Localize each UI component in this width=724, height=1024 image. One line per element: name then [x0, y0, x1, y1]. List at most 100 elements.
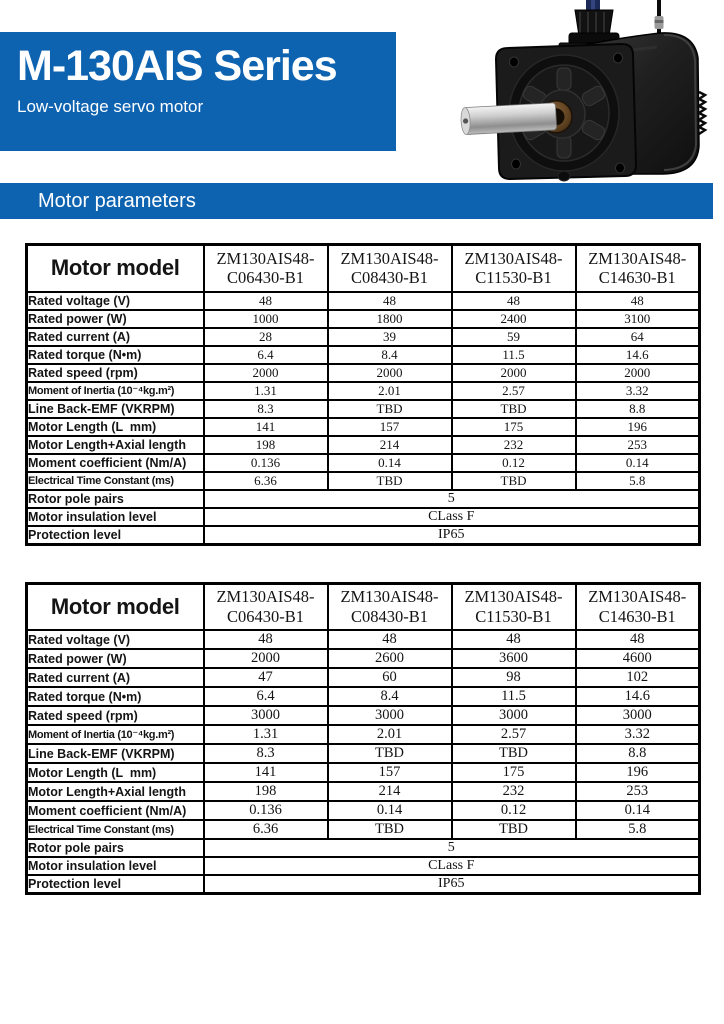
param-value-cell: 0.12 [450, 452, 577, 473]
param-value-cell: 2.01 [326, 380, 453, 401]
param-value-cell: 102 [574, 667, 701, 688]
model-name-cell: ZM130AIS48- C14630-B1 [574, 582, 701, 631]
param-label-cell: Motor Length+Axial length [25, 434, 205, 455]
section-title: Motor parameters [38, 189, 196, 212]
param-value-cell: TBD [450, 819, 577, 840]
param-value-cell: 59 [450, 326, 577, 347]
param-value-cell: 157 [326, 762, 453, 783]
spec-row: Rated current (A) 47 60 98 102 [25, 667, 701, 688]
param-value-cell: 175 [450, 416, 577, 437]
param-value-cell: 3100 [574, 308, 701, 329]
param-value-cell: 0.136 [202, 800, 329, 821]
output-shaft [460, 100, 573, 135]
param-label-cell: Rated voltage (V) [25, 290, 205, 311]
param-value-cell: 14.6 [574, 344, 701, 365]
model-name-cell: ZM130AIS48- C11530-B1 [450, 243, 577, 293]
param-value-cell: 48 [202, 629, 329, 650]
param-label-cell: Protection level [25, 524, 205, 545]
param-value-cell: 3000 [574, 705, 701, 726]
param-value-cell: 0.14 [326, 452, 453, 473]
param-value-cell: 0.136 [202, 452, 329, 473]
param-value-cell: 198 [202, 781, 329, 802]
param-value-cell: 3600 [450, 648, 577, 669]
param-value-cell: 11.5 [450, 344, 577, 365]
param-value-cell: 0.14 [326, 800, 453, 821]
param-label-cell: Moment of Inertia (10⁻⁴kg.m²) [25, 724, 205, 745]
model-header-row: Motor model ZM130AIS48- C06430-B1 ZM130AIS… [25, 582, 701, 631]
param-value-cell: 1000 [202, 308, 329, 329]
param-label-cell: Rated torque (N•m) [25, 686, 205, 707]
param-value-cell: 48 [202, 290, 329, 311]
param-label-cell: Rotor pole pairs [25, 488, 205, 509]
spec-row: Rated power (W) 2000 2600 3600 4600 [25, 648, 701, 669]
page-title: M-130AIS Series [17, 42, 338, 90]
param-value-cell: 48 [326, 629, 453, 650]
spec-row: Line Back-EMF (VKRPM) 8.3 TBD TBD 8.8 [25, 398, 701, 419]
param-value-cell: 60 [326, 667, 453, 688]
spec-span-row: Protection level IP65 [25, 524, 701, 545]
param-span-value-cell: CLass F [202, 856, 701, 876]
param-label-cell: Rotor pole pairs [25, 838, 205, 858]
spec-row: Rated voltage (V) 48 48 48 48 [25, 290, 701, 311]
param-label-cell: Motor Length+Axial length [25, 781, 205, 802]
param-value-cell: 8.8 [574, 398, 701, 419]
param-span-value-cell: IP65 [202, 524, 701, 545]
spec-row: Rated torque (N•m) 6.4 8.4 11.5 14.6 [25, 686, 701, 707]
spec-row: Rated torque (N•m) 6.4 8.4 11.5 14.6 [25, 344, 701, 365]
param-value-cell: 253 [574, 434, 701, 455]
param-value-cell: 11.5 [450, 686, 577, 707]
param-value-cell: 141 [202, 762, 329, 783]
spec-row: Motor Length+Axial length 198 214 232 253 [25, 434, 701, 455]
spec-row: Motor Length (L mm) 141 157 175 196 [25, 762, 701, 783]
param-value-cell: 48 [450, 629, 577, 650]
model-header-row: Motor model ZM130AIS48- C06430-B1 ZM130AIS… [25, 243, 701, 293]
spec-row: Motor Length (L mm) 141 157 175 196 [25, 416, 701, 437]
spec-row: Moment coefficient (Nm/A) 0.136 0.14 0.12 0.… [25, 800, 701, 821]
servo-motor-illustration [460, 0, 708, 182]
model-name-cell: ZM130AIS48- C06430-B1 [202, 243, 329, 293]
param-value-cell: TBD [326, 470, 453, 491]
param-label-cell: Rated voltage (V) [25, 629, 205, 650]
param-value-cell: 198 [202, 434, 329, 455]
param-value-cell: 6.4 [202, 344, 329, 365]
param-value-cell: TBD [326, 398, 453, 419]
param-value-cell: 3.32 [574, 380, 701, 401]
spec-row: Rated speed (rpm) 2000 2000 2000 2000 [25, 362, 701, 383]
model-name-cell: ZM130AIS48- C08430-B1 [326, 582, 453, 631]
param-label-cell: Rated speed (rpm) [25, 705, 205, 726]
param-value-cell: 2000 [574, 362, 701, 383]
servo-motor-product-image [452, 0, 724, 182]
param-label-cell: Moment coefficient (Nm/A) [25, 452, 205, 473]
param-value-cell: 48 [574, 290, 701, 311]
param-label-cell: Motor insulation level [25, 856, 205, 876]
param-label-cell: Rated current (A) [25, 326, 205, 347]
spec-row: Electrical Time Constant (ms) 6.36 TBD TBD 5… [25, 819, 701, 840]
param-value-cell: TBD [326, 743, 453, 764]
param-value-cell: 175 [450, 762, 577, 783]
param-value-cell: 2600 [326, 648, 453, 669]
param-value-cell: 1800 [326, 308, 453, 329]
param-value-cell: 3000 [202, 705, 329, 726]
motor-model-corner-cell: Motor model [25, 243, 205, 293]
param-value-cell: 2400 [450, 308, 577, 329]
spec-row: Line Back-EMF (VKRPM) 8.3 TBD TBD 8.8 [25, 743, 701, 764]
param-value-cell: 2000 [326, 362, 453, 383]
param-value-cell: 8.3 [202, 398, 329, 419]
param-label-cell: Line Back-EMF (VKRPM) [25, 398, 205, 419]
param-value-cell: 8.4 [326, 686, 453, 707]
param-value-cell: 3000 [450, 705, 577, 726]
param-label-cell: Motor insulation level [25, 506, 205, 527]
param-span-value-cell: IP65 [202, 874, 701, 895]
motor-model-corner-cell: Motor model [25, 582, 205, 631]
param-label-cell: Line Back-EMF (VKRPM) [25, 743, 205, 764]
spec-row: Electrical Time Constant (ms) 6.36 TBD TBD 5… [25, 470, 701, 491]
spec-row: Rated current (A) 28 39 59 64 [25, 326, 701, 347]
param-label-cell: Rated power (W) [25, 308, 205, 329]
param-value-cell: 8.3 [202, 743, 329, 764]
spec-span-row: Rotor pole pairs 5 [25, 838, 701, 858]
param-value-cell: 4600 [574, 648, 701, 669]
param-value-cell: 214 [326, 434, 453, 455]
spec-row: Rated power (W) 1000 1800 2400 3100 [25, 308, 701, 329]
spec-row: Rated speed (rpm) 3000 3000 3000 3000 [25, 705, 701, 726]
